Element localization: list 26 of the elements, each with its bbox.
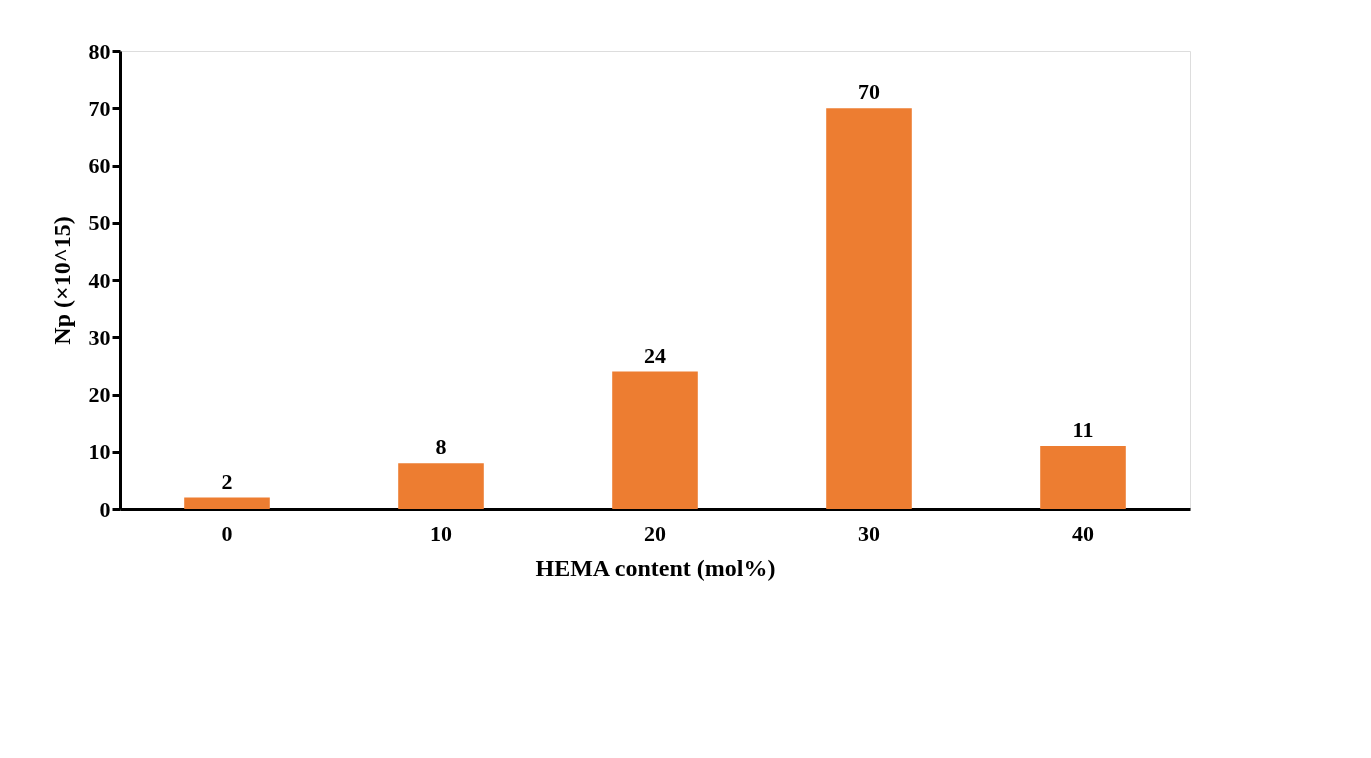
x-axis-title: HEMA content (mol%) bbox=[535, 554, 776, 581]
data-label: 8 bbox=[435, 434, 447, 460]
y-tick-label: 60 bbox=[88, 153, 111, 178]
x-tick-label: 10 bbox=[430, 520, 452, 546]
data-label: 70 bbox=[858, 79, 880, 105]
y-tick-label: 10 bbox=[88, 439, 111, 465]
bar bbox=[1040, 446, 1126, 509]
bar bbox=[612, 371, 698, 509]
data-label: 24 bbox=[644, 342, 666, 368]
bar bbox=[398, 463, 484, 509]
x-tick-label: 40 bbox=[1072, 520, 1094, 546]
y-tick-label: 30 bbox=[88, 324, 111, 350]
y-tick-label: 70 bbox=[88, 95, 111, 121]
x-tick-label: 0 bbox=[221, 520, 233, 546]
y-tick-label: 80 bbox=[88, 38, 111, 64]
y-tick-label: 20 bbox=[88, 382, 111, 407]
y-axis-title: Np (×10^15) bbox=[48, 216, 75, 345]
y-tick-label: 50 bbox=[88, 210, 111, 236]
bar bbox=[184, 497, 270, 509]
y-tick-label: 0 bbox=[99, 496, 111, 522]
data-label: 2 bbox=[221, 468, 233, 494]
bar bbox=[826, 108, 912, 509]
y-tick-label: 40 bbox=[88, 267, 111, 293]
data-label: 11 bbox=[1072, 417, 1094, 443]
x-tick-label: 30 bbox=[858, 520, 880, 546]
x-tick-label: 20 bbox=[644, 520, 666, 546]
